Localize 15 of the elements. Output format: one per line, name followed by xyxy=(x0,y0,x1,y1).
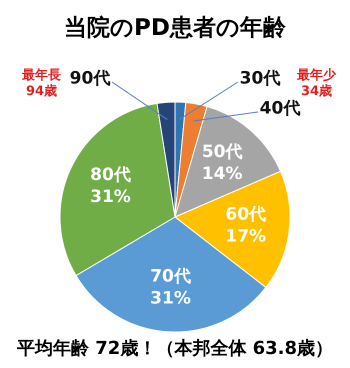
text: 最年長 94歳 xyxy=(22,68,61,100)
data-label: 31% xyxy=(150,288,191,309)
slice-label: 90代 xyxy=(70,68,110,88)
text: 平均年齢 72歳！（本邦全体 63.8歳） xyxy=(16,337,334,360)
data-label: 14% xyxy=(202,164,243,184)
slice-label: 40代 xyxy=(260,98,300,118)
text: 最年少 34歳 xyxy=(297,68,336,100)
data-label: 17% xyxy=(225,226,266,246)
slice-label: 50代 xyxy=(202,142,242,162)
slice-label: 60代 xyxy=(225,204,266,224)
slice-label: 80代 xyxy=(90,165,131,186)
data-label: 31% xyxy=(90,187,131,208)
slice-label: 70代 xyxy=(150,266,191,287)
chart-title: 当院のPD患者の年齢 xyxy=(63,14,287,43)
slice-label: 30代 xyxy=(240,68,280,88)
